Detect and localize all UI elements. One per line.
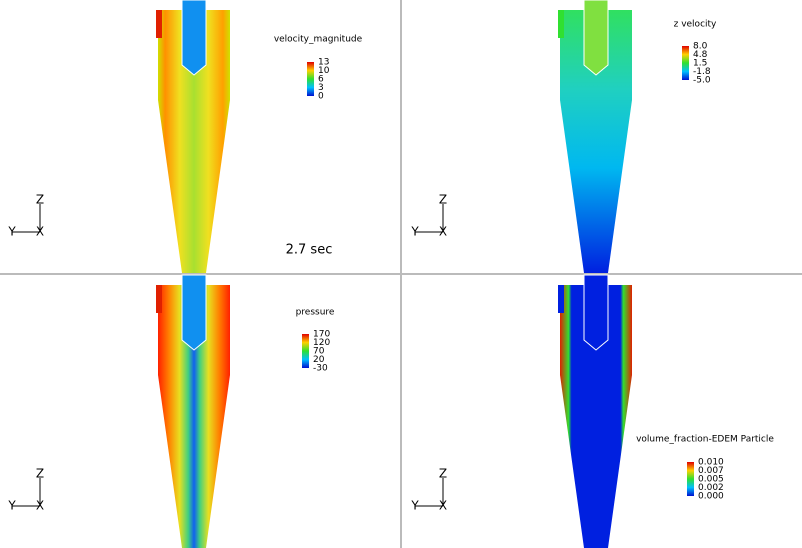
panel-title: velocity_magnitude — [274, 35, 363, 45]
axis-label: Y — [7, 499, 16, 513]
panel-title: z velocity — [674, 20, 717, 30]
colorbar-label: 0.005 — [698, 475, 724, 485]
colorbar-label: 0.002 — [698, 483, 724, 493]
axis-label: X — [439, 225, 447, 239]
colorbar-label: 6 — [318, 75, 324, 85]
cyclone-body — [560, 285, 632, 548]
panel-title: volume_fraction-EDEM Particle — [636, 435, 774, 445]
colorbar — [687, 462, 694, 496]
colorbar-label: 13 — [318, 58, 329, 68]
axis-label: Z — [36, 467, 44, 481]
inlet — [558, 10, 564, 38]
colorbar-label: 20 — [313, 355, 325, 365]
vortex-finder — [583, 0, 609, 76]
vortex-finder — [583, 274, 609, 351]
colorbar-label: 10 — [318, 66, 330, 76]
inlet — [156, 285, 162, 313]
colorbar-label: 3 — [318, 83, 324, 93]
panel-title: pressure — [296, 308, 335, 318]
colorbar-label: -1.8 — [693, 67, 711, 77]
colorbar — [302, 334, 309, 368]
colorbar-label: 8.0 — [693, 42, 708, 52]
colorbar-label: 4.8 — [693, 50, 708, 60]
colorbar-label: 0.000 — [698, 492, 724, 502]
axis-label: X — [36, 499, 44, 513]
axis-label: Z — [439, 467, 447, 481]
colorbar-label: 0.007 — [698, 466, 724, 476]
axis-label: Y — [7, 225, 16, 239]
colorbar-label: -5.0 — [693, 76, 711, 86]
colorbar-label: 1.5 — [693, 59, 707, 69]
colorbar — [682, 46, 689, 80]
inlet — [156, 10, 162, 38]
cyclone-body — [158, 285, 230, 548]
colorbar-label: -30 — [313, 364, 328, 374]
axis-label: Z — [439, 193, 447, 207]
colorbar-label: 0.010 — [698, 458, 724, 468]
colorbar-label: 0 — [318, 92, 324, 102]
inlet — [558, 285, 564, 313]
axis-label: X — [439, 499, 447, 513]
axis-label: Y — [410, 499, 419, 513]
time-label: 2.7 sec — [286, 243, 333, 258]
vortex-finder — [181, 274, 207, 351]
cyclone-body — [158, 10, 230, 273]
cyclone-body — [560, 10, 632, 273]
axis-label: Y — [410, 225, 419, 239]
axis-label: X — [36, 225, 44, 239]
vortex-finder — [181, 0, 207, 76]
colorbar-label: 120 — [313, 338, 330, 348]
axis-label: Z — [36, 193, 44, 207]
colorbar-label: 170 — [313, 330, 330, 340]
colorbar-label: 70 — [313, 347, 325, 357]
colorbar — [307, 62, 314, 96]
